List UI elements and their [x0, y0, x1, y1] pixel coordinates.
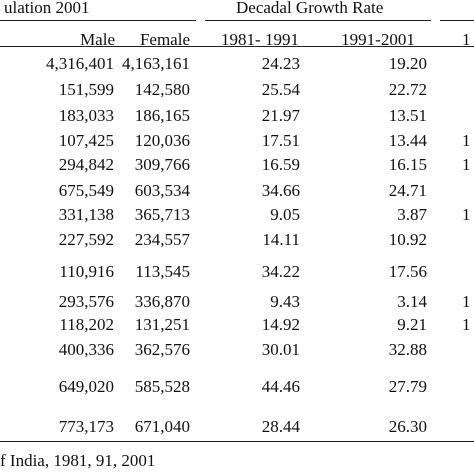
- female-cell: 186,165: [134, 106, 190, 125]
- population-group-rule: [0, 20, 196, 21]
- growth-1991-2001-cell: 10.92: [388, 230, 427, 249]
- growth-1981-1991-cell: 28.44: [261, 417, 300, 436]
- growth-1991-2001-cell: 3.14: [397, 292, 427, 311]
- male-cell: 293,576: [58, 292, 114, 311]
- female-cell: 113,545: [135, 262, 190, 281]
- female-cell: 142,580: [134, 80, 190, 99]
- male-cell: 400,336: [58, 340, 114, 359]
- growth-1991-2001-cell: 22.72: [388, 80, 427, 99]
- male-cell: 110,916: [59, 262, 114, 281]
- growth-1991-2001-cell: 9.21: [397, 315, 427, 334]
- column-header-1981-1991: 1981- 1991: [221, 30, 299, 49]
- female-cell: 671,040: [134, 417, 190, 436]
- growth-1991-2001-cell: 27.79: [388, 377, 427, 396]
- growth-1991-2001-cell: 16.15: [388, 155, 427, 174]
- third-group-rule: [440, 20, 474, 21]
- population-2001-group-header: ulation 2001: [4, 0, 90, 17]
- female-cell: 309,766: [134, 155, 190, 174]
- female-cell: 585,528: [134, 377, 190, 396]
- female-cell: 4,163,161: [122, 54, 190, 73]
- female-cell: 362,576: [134, 340, 190, 359]
- female-cell: 365,713: [134, 205, 190, 224]
- female-cell: 603,534: [134, 181, 190, 200]
- female-cell: 336,870: [134, 292, 190, 311]
- decadal-growth-rate-group-header: Decadal Growth Rate: [236, 0, 384, 17]
- column-header-1991-2001: 1991-2001: [341, 30, 415, 49]
- growth-1991-2001-cell: 13.44: [388, 131, 427, 150]
- growth-1981-1991-cell: 34.22: [261, 262, 300, 281]
- male-cell: 675,549: [58, 181, 114, 200]
- male-cell: 331,138: [58, 205, 114, 224]
- growth-1981-1991-cell: 14.92: [261, 315, 300, 334]
- growth-1981-1991-cell: 9.43: [270, 292, 300, 311]
- growth-rate-group-rule: [205, 20, 431, 21]
- growth-1991-2001-cell: 3.87: [397, 205, 427, 224]
- growth-1991-2001-cell: 17.56: [388, 262, 427, 281]
- growth-1991-2001-cell: 19.20: [388, 54, 427, 73]
- male-cell: 4,316,401: [46, 54, 114, 73]
- growth-1991-2001-cell: 32.88: [388, 340, 427, 359]
- growth-1981-1991-cell: 21.97: [261, 106, 300, 125]
- male-cell: 151,599: [58, 80, 114, 99]
- growth-1981-1991-cell: 24.23: [261, 54, 300, 73]
- cut-cell: 1: [462, 205, 471, 224]
- column-header-female: Female: [139, 30, 190, 49]
- male-cell: 227,592: [58, 230, 114, 249]
- table-bottom-rule: [0, 441, 474, 442]
- cut-cell: 1: [462, 315, 471, 334]
- growth-1981-1991-cell: 44.46: [261, 377, 300, 396]
- growth-1981-1991-cell: 34.66: [261, 181, 300, 200]
- growth-1981-1991-cell: 14.11: [262, 230, 300, 249]
- third-group-header-cut: 1: [462, 30, 471, 49]
- header-bottom-rule: [0, 46, 474, 47]
- growth-1991-2001-cell: 13.51: [388, 106, 427, 125]
- growth-1991-2001-cell: 26.30: [388, 417, 427, 436]
- male-cell: 773,173: [58, 417, 114, 436]
- male-cell: 118,202: [59, 315, 114, 334]
- growth-1981-1991-cell: 30.01: [261, 340, 300, 359]
- growth-1981-1991-cell: 9.05: [270, 205, 300, 224]
- male-cell: 294,842: [58, 155, 114, 174]
- cut-cell: 1: [462, 131, 471, 150]
- column-header-male: Male: [80, 30, 115, 49]
- growth-1981-1991-cell: 16.59: [261, 155, 300, 174]
- male-cell: 649,020: [58, 377, 114, 396]
- growth-1991-2001-cell: 24.71: [388, 181, 427, 200]
- male-cell: 183,033: [58, 106, 114, 125]
- female-cell: 120,036: [134, 131, 190, 150]
- female-cell: 131,251: [134, 315, 190, 334]
- source-footnote: f India, 1981, 91, 2001: [0, 451, 156, 470]
- male-cell: 107,425: [58, 131, 114, 150]
- growth-1981-1991-cell: 25.54: [261, 80, 300, 99]
- cut-cell: 1: [462, 155, 471, 174]
- cut-cell: 1: [462, 292, 471, 311]
- growth-1981-1991-cell: 17.51: [261, 131, 300, 150]
- female-cell: 234,557: [134, 230, 190, 249]
